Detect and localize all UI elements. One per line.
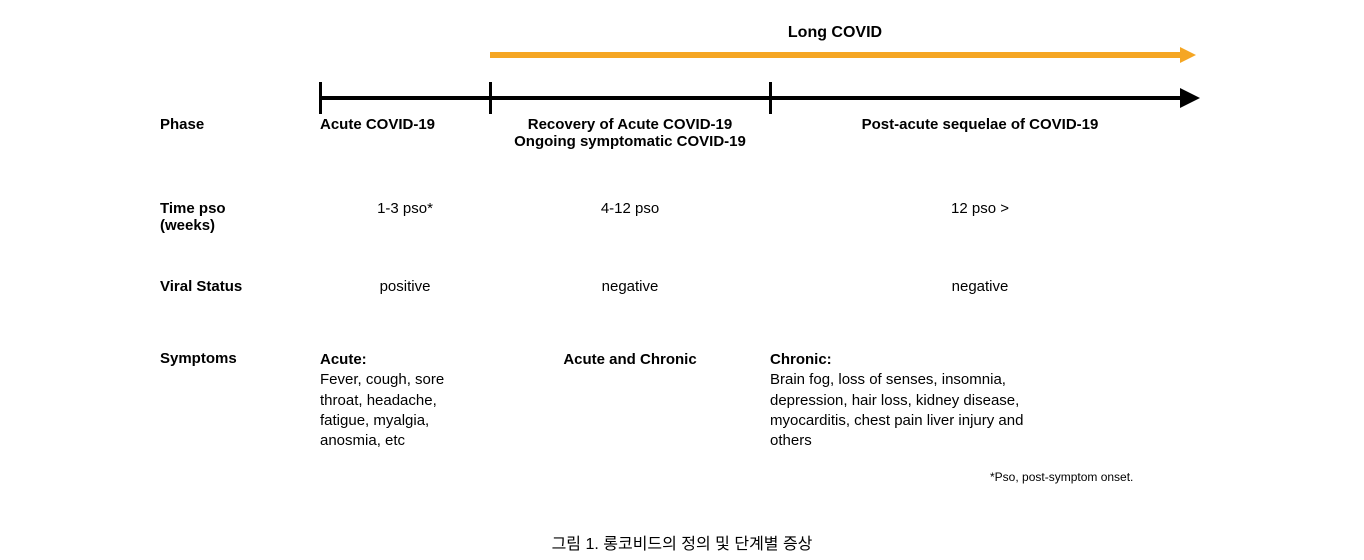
figure-caption: 그림 1. 롱코비드의 정의 및 단계별 증상 <box>0 530 1364 554</box>
symptoms-2: Chronic: Brain fog, loss of senses, inso… <box>770 350 1050 451</box>
timeline-tick-1 <box>489 82 492 114</box>
symptoms-2-body: Brain fog, loss of senses, insomnia, dep… <box>770 371 1023 449</box>
phase-name-1: Recovery of Acute COVID-19Ongoing sympto… <box>490 116 770 150</box>
viral-0: positive <box>320 278 490 295</box>
phase-name-2: Post-acute sequelae of COVID-19 <box>770 116 1190 133</box>
long-covid-arrow <box>490 52 1180 58</box>
viral-1: negative <box>490 278 770 295</box>
time-1: 4-12 pso <box>490 200 770 217</box>
row-label-phase: Phase <box>160 116 310 133</box>
long-covid-label: Long COVID <box>490 24 1180 42</box>
symptoms-1-heading: Acute and Chronic <box>563 351 696 368</box>
time-0: 1-3 pso* <box>320 200 490 217</box>
symptoms-0: Acute: Fever, cough, sore throat, headac… <box>320 350 480 451</box>
row-label-time: Time pso(weeks) <box>160 200 310 234</box>
row-label-symptoms: Symptoms <box>160 350 310 367</box>
time-2: 12 pso > <box>770 200 1190 217</box>
diagram-root: Long COVID Phase Time pso(weeks) Viral S… <box>0 0 1364 560</box>
timeline-arrow-head <box>1180 88 1200 108</box>
row-label-viral: Viral Status <box>160 278 310 295</box>
timeline-axis <box>320 96 1180 100</box>
symptoms-0-body: Fever, cough, sore throat, headache, fat… <box>320 371 444 449</box>
long-covid-arrow-head <box>1180 47 1196 63</box>
viral-2: negative <box>770 278 1190 295</box>
symptoms-2-heading: Chronic: <box>770 351 832 368</box>
timeline-tick-2 <box>769 82 772 114</box>
symptoms-1: Acute and Chronic <box>490 350 770 370</box>
timeline-tick-0 <box>319 82 322 114</box>
phase-name-0: Acute COVID-19 <box>320 116 490 133</box>
footnote: *Pso, post-symptom onset. <box>990 470 1133 484</box>
symptoms-0-heading: Acute: <box>320 351 367 368</box>
